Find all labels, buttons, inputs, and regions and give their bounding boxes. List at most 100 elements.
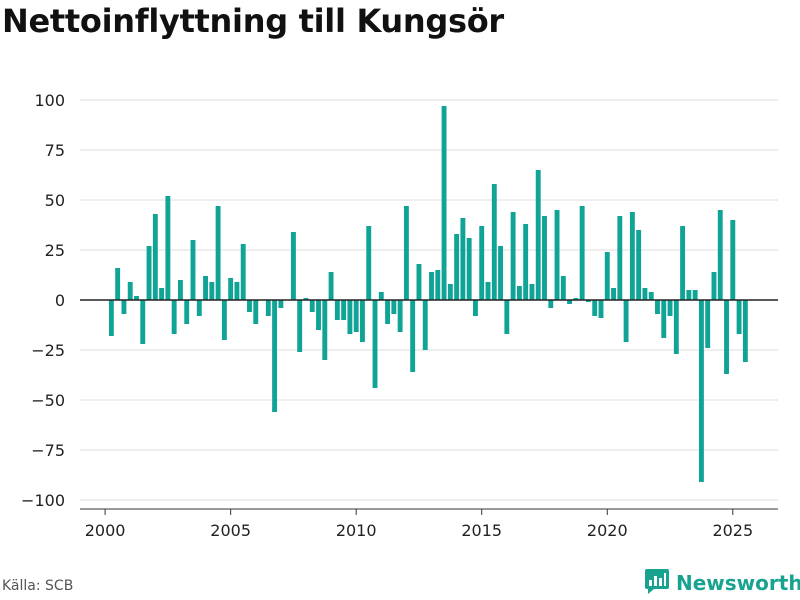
bar xyxy=(253,300,259,324)
bar xyxy=(560,276,566,300)
bar xyxy=(692,290,698,300)
bar xyxy=(686,290,692,300)
y-tick-label: 75 xyxy=(45,141,65,160)
x-tick-label: 2010 xyxy=(336,521,377,540)
bar xyxy=(360,300,365,342)
y-tick-label: −75 xyxy=(31,441,65,460)
y-tick-label: −100 xyxy=(21,491,65,510)
bar xyxy=(673,300,679,354)
brand-name: Newsworthy xyxy=(676,571,800,595)
bar xyxy=(441,106,447,300)
bar xyxy=(215,206,221,300)
bar xyxy=(366,226,372,300)
bar xyxy=(611,288,616,300)
y-tick-label: −50 xyxy=(31,391,65,410)
bar xyxy=(573,298,579,300)
bar xyxy=(152,214,158,300)
bar xyxy=(648,292,654,300)
bar xyxy=(504,300,510,334)
bar xyxy=(491,184,497,300)
bar xyxy=(121,300,127,314)
bar xyxy=(604,252,610,300)
bar xyxy=(711,272,717,300)
bar xyxy=(203,276,208,300)
bar xyxy=(278,300,284,308)
bar xyxy=(642,288,648,300)
bar xyxy=(159,288,165,300)
bar xyxy=(378,292,384,300)
bar xyxy=(617,216,623,300)
bar xyxy=(134,296,139,300)
x-tick-label: 2005 xyxy=(210,521,251,540)
bar xyxy=(422,300,428,350)
bar xyxy=(585,300,591,302)
bar xyxy=(736,300,742,334)
bar xyxy=(698,300,704,482)
bar xyxy=(717,210,723,300)
bar xyxy=(397,300,403,332)
bar xyxy=(228,278,234,300)
bar xyxy=(680,226,686,300)
bar xyxy=(567,300,573,304)
bar xyxy=(636,230,642,300)
bar xyxy=(435,270,441,300)
bar xyxy=(290,232,296,300)
bar xyxy=(523,224,529,300)
bar xyxy=(403,206,409,300)
bar xyxy=(485,282,491,300)
bar xyxy=(316,300,321,330)
bar xyxy=(516,286,522,300)
bar xyxy=(353,300,359,332)
bar xyxy=(724,300,729,374)
bar xyxy=(742,300,748,362)
bar xyxy=(705,300,711,348)
brand-logo[interactable]: Newsworthy xyxy=(644,568,800,598)
bar xyxy=(303,298,309,300)
bar xyxy=(466,238,472,300)
x-tick-label: 2025 xyxy=(712,521,753,540)
x-tick-label: 2020 xyxy=(587,521,628,540)
bar xyxy=(247,300,252,312)
y-tick-label: 50 xyxy=(45,191,65,210)
y-tick-label: 25 xyxy=(45,241,65,260)
bar xyxy=(416,264,422,300)
bar xyxy=(127,282,133,300)
chart-logo-icon xyxy=(644,567,670,599)
bar xyxy=(146,246,152,300)
gridlines xyxy=(80,99,778,501)
chart-title: Nettoinflyttning till Kungsör xyxy=(2,2,504,40)
y-tick-label: 0 xyxy=(55,291,65,310)
bar xyxy=(309,300,315,312)
bars xyxy=(108,106,748,482)
bar xyxy=(115,268,121,300)
bar xyxy=(447,284,453,300)
bar xyxy=(529,284,535,300)
bar xyxy=(429,272,434,300)
bar xyxy=(548,300,554,308)
bar xyxy=(209,282,215,300)
bar xyxy=(542,216,547,300)
bar xyxy=(140,300,146,344)
bar xyxy=(391,300,397,314)
bar xyxy=(655,300,660,314)
bar xyxy=(334,300,340,320)
y-tick-label: 100 xyxy=(34,91,65,110)
bar xyxy=(297,300,303,352)
axes: 100 75 50 25 0 −25 −50 −75 −100 2000 2005 2010 2015 2… xyxy=(21,91,778,540)
bar xyxy=(479,226,485,300)
y-tick-label: −25 xyxy=(31,341,65,360)
bar xyxy=(177,280,183,300)
bar xyxy=(265,300,271,316)
bar xyxy=(108,300,114,336)
bar xyxy=(460,218,466,300)
bar xyxy=(730,220,736,300)
bar xyxy=(498,246,504,300)
bar xyxy=(579,206,585,300)
bar xyxy=(272,300,278,412)
bar xyxy=(184,300,190,324)
bar xyxy=(629,212,635,300)
bar xyxy=(554,210,560,300)
bar xyxy=(165,196,171,300)
bar xyxy=(598,300,604,318)
